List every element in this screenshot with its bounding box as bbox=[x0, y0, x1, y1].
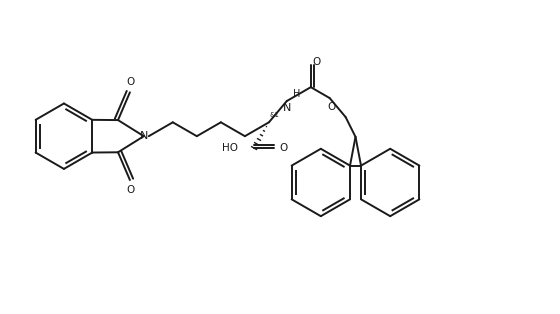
Text: O: O bbox=[280, 143, 288, 153]
Text: H: H bbox=[293, 89, 300, 99]
Text: O: O bbox=[328, 102, 336, 112]
Text: O: O bbox=[127, 77, 135, 87]
Text: N: N bbox=[283, 103, 291, 113]
Text: O: O bbox=[312, 57, 321, 68]
Text: HO: HO bbox=[222, 143, 238, 153]
Text: &1: &1 bbox=[270, 112, 280, 118]
Text: O: O bbox=[127, 185, 135, 195]
Text: N: N bbox=[139, 131, 148, 141]
